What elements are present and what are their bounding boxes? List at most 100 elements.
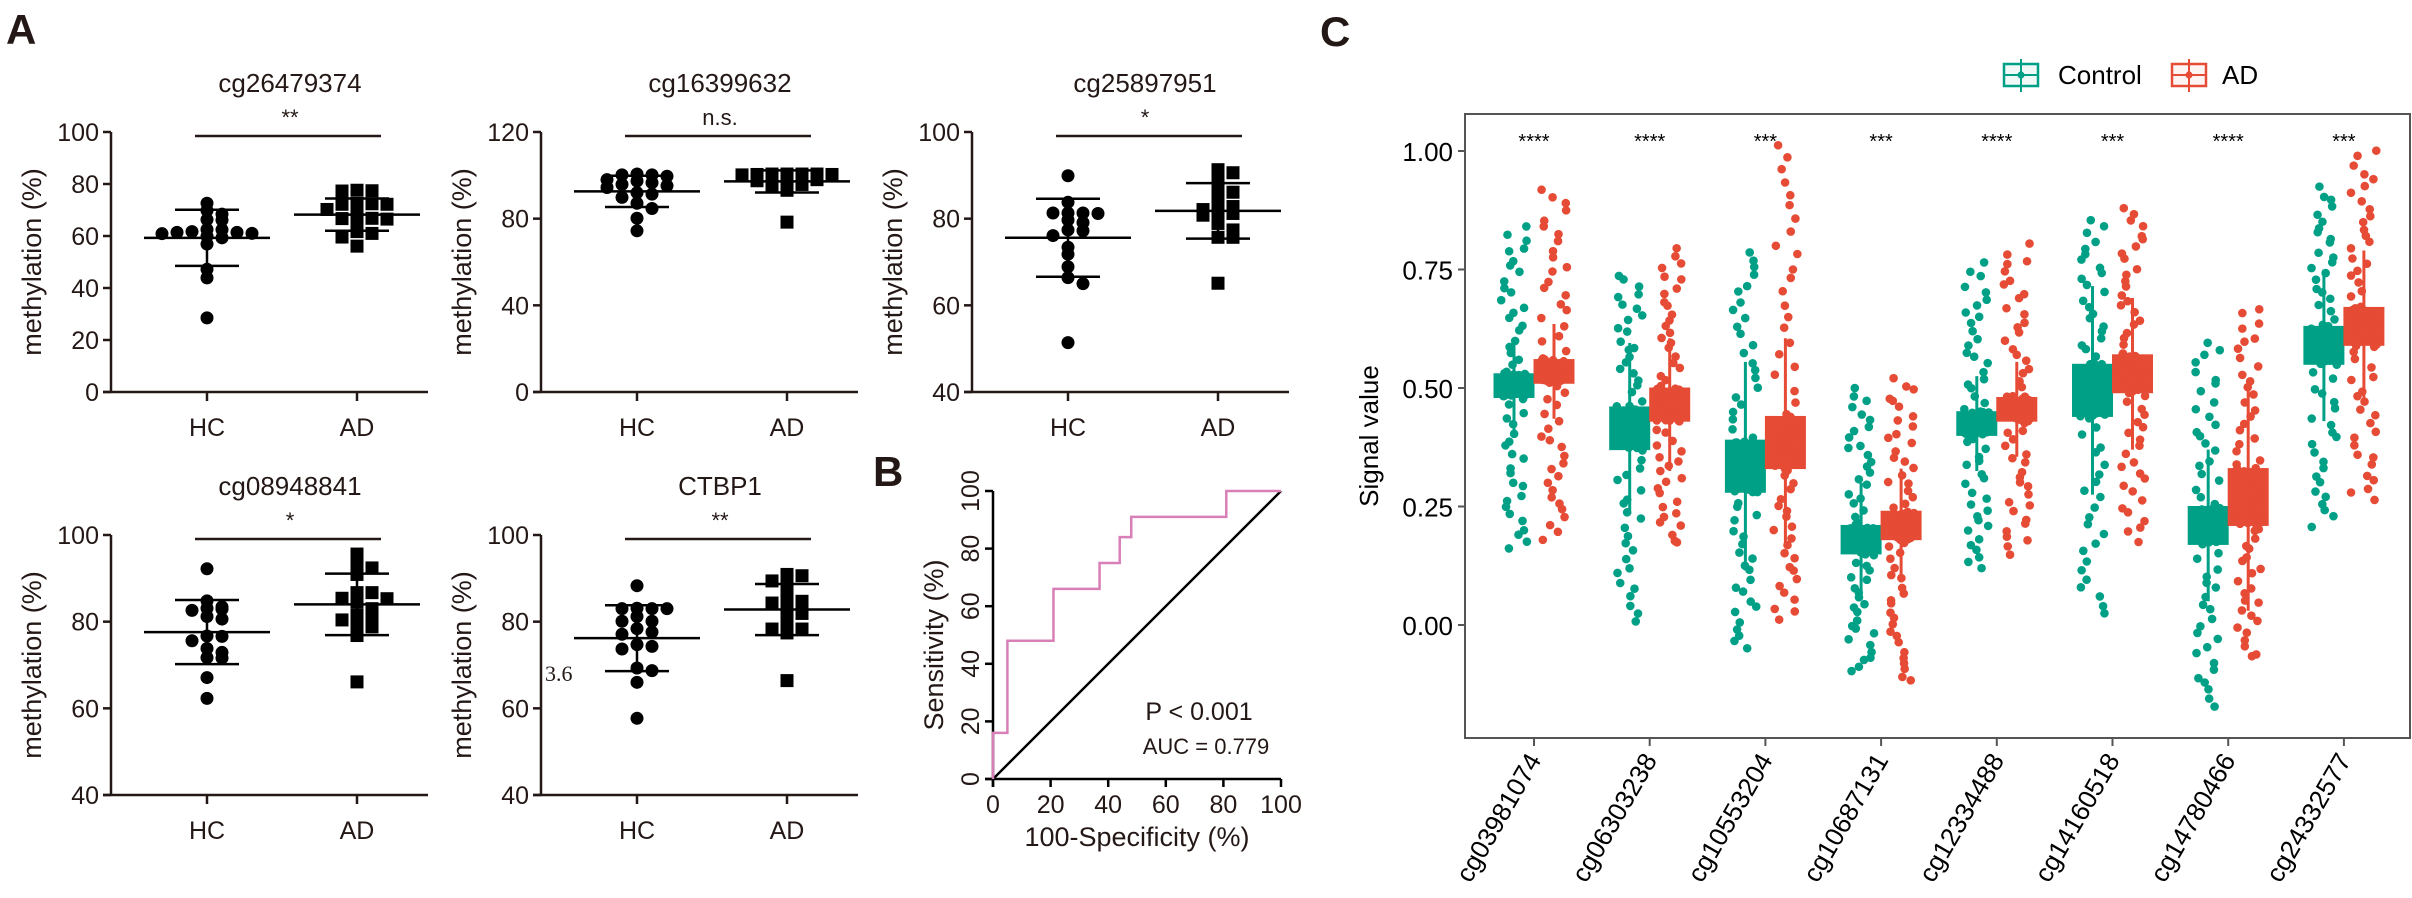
- data-point-AD: [1226, 166, 1240, 180]
- data-point-Control: [2191, 367, 2200, 377]
- data-point-Control: [2214, 476, 2224, 485]
- y-tick-label: 40: [932, 379, 960, 407]
- data-point-AD: [2137, 404, 2147, 414]
- significance-label: *: [286, 508, 295, 533]
- data-point-AD: [2231, 488, 2240, 498]
- data-point-AD: [1889, 503, 1898, 512]
- data-point-AD: [1226, 185, 1240, 199]
- data-point-AD: [1908, 412, 1918, 421]
- data-point-Control: [1518, 481, 1528, 491]
- data-point-HC: [630, 211, 644, 225]
- data-point-Control: [1519, 408, 1529, 418]
- data-point-Control: [2086, 215, 2096, 225]
- data-point-AD: [1554, 416, 1564, 426]
- data-point-AD: [1671, 384, 1680, 393]
- data-point-Control: [1963, 411, 1972, 420]
- data-point-Control: [2099, 221, 2109, 231]
- data-point-AD: [1903, 486, 1913, 496]
- data-point-Control: [2077, 341, 2087, 350]
- data-point-Control: [1613, 292, 1623, 302]
- significance-label: ***: [1869, 131, 1893, 153]
- data-point-HC: [615, 642, 629, 656]
- reference-diagonal: [992, 490, 1282, 780]
- data-point-AD: [2239, 508, 2249, 518]
- data-point-Control: [2091, 539, 2100, 548]
- data-point-Control: [2085, 359, 2095, 369]
- data-point-Control: [2099, 322, 2108, 331]
- data-point-Control: [1630, 584, 1639, 593]
- data-point-AD: [2133, 417, 2143, 427]
- data-point-Control: [2329, 253, 2338, 262]
- data-point-Control: [2314, 300, 2323, 310]
- data-point-AD: [365, 197, 379, 211]
- legend-key-dot: [2185, 71, 2193, 79]
- data-point-Control: [2205, 457, 2214, 466]
- data-point-Control: [1637, 397, 1647, 406]
- data-point-AD: [2353, 266, 2362, 276]
- y-axis-label: methylation (%): [17, 571, 47, 759]
- data-point-Control: [1847, 621, 1857, 631]
- data-point-AD: [1560, 388, 1570, 397]
- chart-title: cg08948841: [218, 471, 361, 501]
- data-point-AD: [1770, 370, 1780, 379]
- x-tick-label: HC: [619, 414, 655, 442]
- data-point-Control: [2327, 202, 2337, 211]
- data-point-Control: [1620, 523, 1630, 533]
- data-point-AD: [1548, 485, 1557, 495]
- x-tick-label: cg10553204: [1681, 748, 1779, 887]
- y-tick-label: 120: [487, 119, 529, 147]
- data-point-AD: [2021, 356, 2031, 365]
- data-point-AD: [335, 197, 349, 211]
- data-point-AD: [2253, 362, 2263, 371]
- data-point-AD: [2353, 450, 2362, 460]
- data-point-AD: [1539, 283, 1549, 293]
- data-point-AD: [2022, 450, 2031, 459]
- data-point-Control: [2318, 217, 2327, 227]
- data-point-Control: [1974, 452, 1984, 462]
- y-tick-label: 60: [932, 292, 960, 320]
- data-point-AD: [1909, 385, 1918, 394]
- data-point-Control: [1746, 597, 1756, 606]
- data-point-AD: [2233, 576, 2243, 586]
- data-point-Control: [1982, 295, 1992, 305]
- data-point-Control: [1514, 355, 1524, 365]
- data-point-Control: [2310, 448, 2319, 457]
- data-point-AD: [765, 180, 779, 194]
- data-point-Control: [1517, 491, 1526, 501]
- data-point-HC: [645, 639, 659, 653]
- data-point-AD: [2367, 460, 2377, 469]
- data-point-Control: [2081, 244, 2090, 254]
- data-point-AD: [2025, 501, 2035, 510]
- data-point-AD: [2346, 244, 2356, 253]
- data-point-AD: [1211, 171, 1225, 185]
- data-point-AD: [1904, 479, 1913, 488]
- data-point-Control: [2192, 648, 2201, 658]
- data-point-AD: [2137, 496, 2147, 505]
- x-tick-label: cg24332577: [2260, 748, 2358, 887]
- data-point-AD: [1780, 548, 1789, 558]
- data-point-Control: [2076, 583, 2086, 592]
- data-point-Control: [2215, 345, 2225, 355]
- data-point-AD: [2122, 397, 2132, 407]
- data-point-Control: [1742, 643, 1752, 653]
- data-point-AD: [1886, 595, 1896, 605]
- data-point-Control: [1636, 514, 1646, 523]
- data-point-AD: [2239, 466, 2249, 476]
- data-point-AD: [2119, 481, 2129, 491]
- data-point-AD: [1895, 548, 1905, 558]
- y-tick-label: 40: [71, 275, 99, 303]
- data-point-AD: [795, 622, 809, 636]
- dotplot-cg08948841: cg08948841 * 40 60 80 100 methylation (%) HC AD: [17, 471, 428, 845]
- data-point-AD: [1672, 497, 1682, 507]
- data-point-AD: [2254, 304, 2264, 314]
- data-point-Control: [2328, 428, 2337, 437]
- y-tick-label: 40: [957, 650, 985, 678]
- data-point-Control: [1846, 573, 1856, 582]
- data-point-AD: [1672, 284, 1682, 293]
- data-point-AD: [1665, 328, 1675, 338]
- data-point-AD: [1543, 394, 1552, 404]
- data-point-Control: [1844, 443, 1853, 453]
- x-tick-label: 80: [1209, 791, 1237, 819]
- data-point-Control: [1745, 450, 1755, 460]
- data-point-Control: [2191, 404, 2201, 414]
